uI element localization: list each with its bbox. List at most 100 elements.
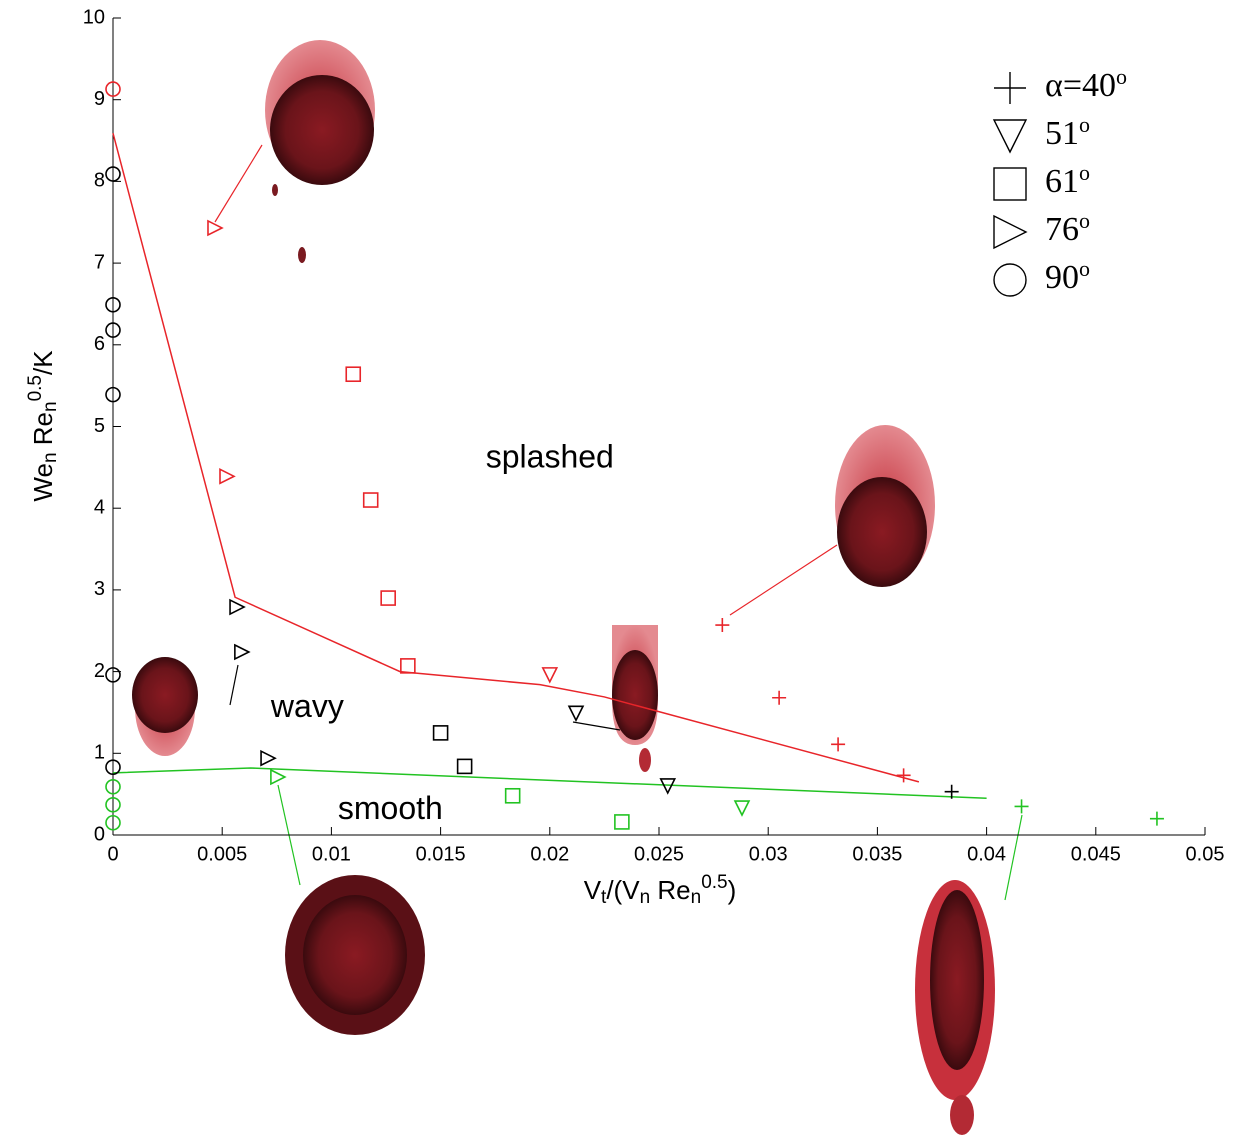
- legend-sup: o: [1079, 256, 1090, 281]
- marker: [733, 800, 751, 817]
- marker: [105, 322, 121, 338]
- marker: [993, 214, 1028, 250]
- y-tick-label: 6: [94, 333, 105, 355]
- marker: [831, 737, 846, 752]
- marker: [456, 758, 473, 775]
- label-part: ): [728, 875, 737, 905]
- label-part: V: [584, 875, 602, 905]
- arrow: [729, 544, 838, 616]
- marker: [993, 263, 1027, 297]
- legend-sup: o: [1116, 64, 1127, 89]
- label-part: n: [40, 401, 61, 412]
- x-tick-label: 0.005: [197, 843, 247, 865]
- arrow: [214, 144, 263, 223]
- marker: [1149, 811, 1164, 826]
- marker: [896, 768, 911, 783]
- legend-sup: o: [1079, 160, 1090, 185]
- marker: [541, 667, 559, 684]
- y-tick-label: 2: [94, 660, 105, 682]
- y-tick-label: 10: [83, 6, 105, 28]
- legend-label: 76o: [1045, 208, 1090, 248]
- droplet: [132, 657, 198, 733]
- marker: [105, 166, 121, 182]
- arrow: [572, 721, 621, 731]
- x-tick-label: 0.04: [967, 843, 1006, 865]
- x-tick-label: 0: [107, 843, 118, 865]
- marker: [105, 81, 121, 97]
- label-part: /(V: [606, 875, 640, 905]
- marker: [105, 759, 121, 775]
- x-tick-label: 0.025: [634, 843, 684, 865]
- arrows: [214, 144, 1023, 901]
- droplet-fragment: [639, 748, 651, 772]
- boundary-line: [112, 767, 987, 799]
- arrow: [229, 664, 239, 706]
- y-tick-label: 9: [94, 88, 105, 110]
- x-tick-label: 0.02: [530, 843, 569, 865]
- droplet-fragment: [272, 184, 278, 196]
- marker: [944, 784, 959, 799]
- marker: [234, 643, 251, 661]
- label-part: Re: [650, 875, 690, 905]
- region-label: smooth: [338, 790, 443, 826]
- marker: [260, 749, 277, 767]
- x-tick-label: 0.01: [312, 843, 351, 865]
- marker: [614, 814, 630, 830]
- droplet-images: [132, 40, 995, 1135]
- x-tick-label: 0.05: [1186, 843, 1225, 865]
- y-tick-label: 3: [94, 578, 105, 600]
- marker: [105, 667, 121, 683]
- label-part: n: [40, 452, 61, 463]
- arrow: [1004, 814, 1023, 901]
- y-tick-label: 5: [94, 415, 105, 437]
- marker: [772, 690, 787, 705]
- y-tick-label: 8: [94, 170, 105, 192]
- label-part: /K: [28, 350, 58, 375]
- x-tick-label: 0.045: [1071, 843, 1121, 865]
- label-part: n: [691, 887, 702, 908]
- droplet-fragment: [298, 247, 306, 263]
- legend-label: 51o: [1045, 112, 1090, 152]
- marker: [1014, 799, 1029, 814]
- legend-sup: o: [1079, 208, 1090, 233]
- x-tick-label: 0.015: [416, 843, 466, 865]
- y-tick-label: 1: [94, 742, 105, 764]
- droplet: [837, 477, 927, 587]
- droplet: [303, 895, 407, 1015]
- marker: [362, 492, 379, 508]
- x-axis-label: Vt/(Vn Ren0.5): [584, 872, 737, 907]
- label-part: n: [640, 887, 651, 908]
- marker: [659, 778, 677, 795]
- label-part: t: [601, 887, 607, 908]
- marker: [992, 119, 1028, 154]
- label-part: We: [28, 463, 58, 502]
- legend-label: 61o: [1045, 160, 1090, 200]
- label-part: 0.5: [25, 375, 46, 401]
- legend-name: α=40: [1045, 67, 1116, 104]
- marker: [432, 725, 449, 741]
- marker: [380, 590, 396, 606]
- marker: [105, 296, 121, 313]
- boundary-line: [112, 133, 920, 783]
- marker: [567, 705, 585, 723]
- marker: [229, 598, 246, 616]
- marker: [219, 468, 236, 485]
- legend-label: 90o: [1045, 256, 1090, 296]
- legend-name: 51: [1045, 115, 1079, 152]
- marker: [993, 167, 1027, 201]
- marker: [207, 219, 224, 237]
- marker: [105, 814, 121, 831]
- label-part: Re: [28, 412, 58, 452]
- x-tick-label: 0.035: [852, 843, 902, 865]
- marker: [105, 796, 121, 813]
- droplet-fragment: [950, 1095, 974, 1135]
- marker: [105, 386, 121, 403]
- marker: [994, 72, 1026, 104]
- marker: [270, 768, 287, 786]
- y-tick-label: 4: [94, 496, 105, 518]
- marker: [105, 778, 121, 795]
- label-part: 0.5: [701, 872, 727, 893]
- marker: [715, 618, 730, 633]
